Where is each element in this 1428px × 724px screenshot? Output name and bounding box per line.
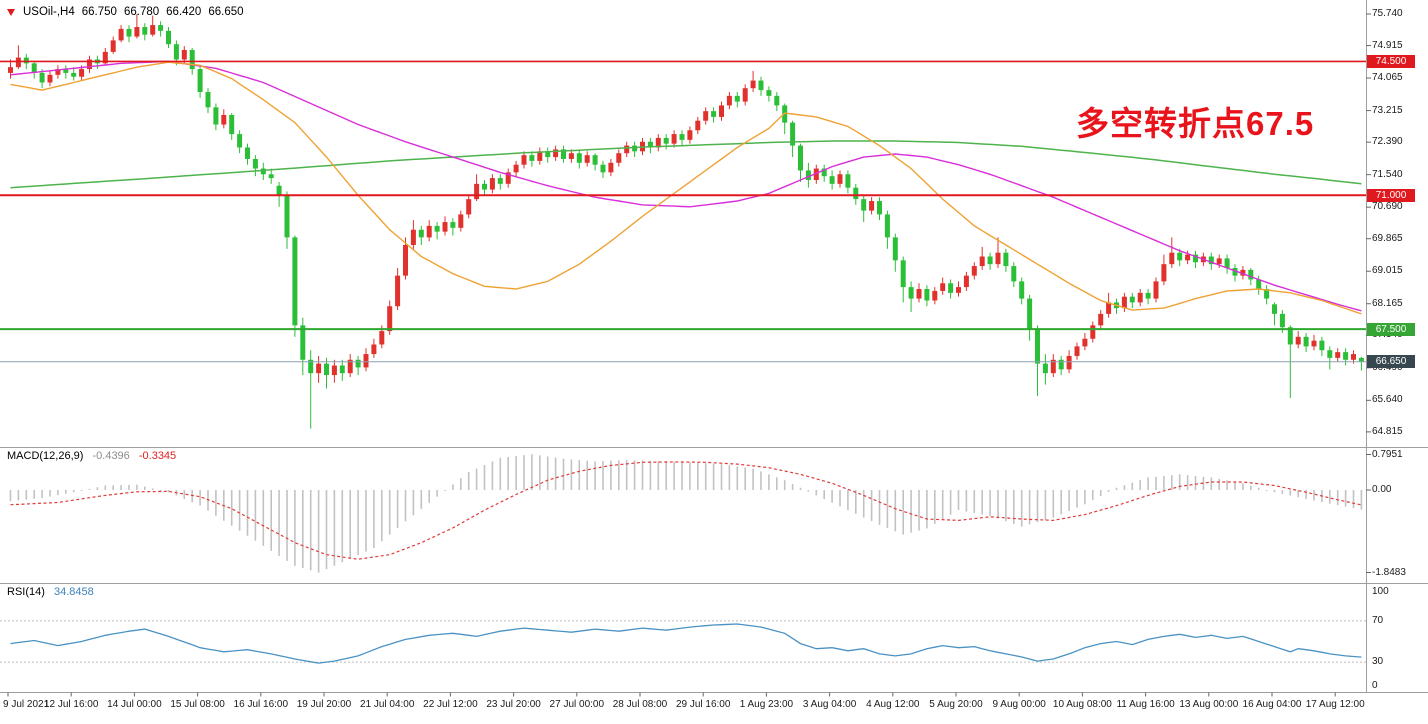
- time-tick-label: 27 Jul 00:00: [549, 699, 605, 710]
- chart-frame: [0, 0, 1428, 697]
- current-price-badge: 66.650: [1367, 355, 1415, 369]
- ohlc-high: 66.780: [123, 6, 160, 18]
- horizontal-levels-layer: [0, 60, 1366, 363]
- price-tick-label: 71.540: [1372, 168, 1403, 180]
- time-tick-label: 9 Jul 2021: [3, 699, 50, 710]
- rsi-title: RSI(14): [7, 586, 45, 598]
- time-tick-label: 16 Aug 04:00: [1242, 699, 1302, 710]
- price-level-badge: 67.500: [1367, 322, 1415, 336]
- time-tick-label: 5 Aug 20:00: [929, 699, 983, 710]
- price-tick-label: 69.865: [1372, 232, 1403, 244]
- time-tick-label: 1 Aug 23:00: [739, 699, 794, 710]
- ma_fast_orange-line: [10, 61, 1362, 315]
- macd-signal-line: [10, 461, 1362, 560]
- time-tick-label: 15 Jul 08:00: [170, 699, 225, 710]
- rsi-line: [10, 623, 1362, 664]
- price-tick-label: 65.640: [1372, 394, 1403, 406]
- time-tick-label: 11 Aug 16:00: [1116, 699, 1175, 710]
- price-tick-label: 72.390: [1372, 136, 1403, 148]
- ohlc-low: 66.420: [166, 6, 202, 18]
- macd-title: MACD(12,26,9): [7, 450, 84, 462]
- rsi-axis-label: 0: [1372, 680, 1378, 691]
- time-tick-label: 29 Jul 16:00: [675, 699, 731, 710]
- time-tick-label: 10 Aug 08:00: [1052, 699, 1112, 710]
- annotation-text: 多空转折点67.5: [1076, 105, 1315, 142]
- rsi-indicator-header: RSI(14) 34.8458: [7, 586, 94, 598]
- time-tick-label: 14 Jul 00:00: [107, 699, 162, 710]
- ma-lines-layer: [10, 60, 1362, 315]
- price-tick-label: 73.215: [1372, 104, 1403, 116]
- price-tick-label: 69.015: [1372, 265, 1403, 277]
- price-tick-label: 68.165: [1372, 297, 1403, 309]
- macd-indicator-header: MACD(12,26,9) -0.4396 -0.3345: [7, 450, 176, 462]
- time-tick-label: 13 Aug 00:00: [1179, 699, 1239, 710]
- macd-axis-label: 0.7951: [1372, 448, 1403, 460]
- rsi-panel-layer: [0, 620, 1366, 664]
- price-tick-label: 70.690: [1372, 201, 1403, 213]
- time-tick-label: 28 Jul 08:00: [612, 699, 668, 710]
- ohlc-close: 66.650: [208, 6, 244, 18]
- time-tick-label: 9 Aug 00:00: [992, 699, 1046, 710]
- time-tick-label: 4 Aug 12:00: [866, 699, 920, 710]
- ma_mid_magenta-line: [10, 60, 1362, 312]
- macd-axis-label: 0.00: [1372, 484, 1392, 495]
- ohlc-open: 66.750: [81, 6, 117, 18]
- candles-layer: [8, 14, 1364, 429]
- time-tick-label: 19 Jul 20:00: [296, 699, 352, 710]
- macd-panel-layer: [9, 454, 1363, 573]
- price-tick-label: 75.740: [1372, 8, 1403, 19]
- ma_slow_green-line: [10, 140, 1362, 189]
- price-tick-label: 74.915: [1372, 39, 1403, 51]
- time-tick-label: 21 Jul 04:00: [359, 699, 415, 710]
- symbol-period-label: USOil-,H4: [23, 6, 75, 18]
- rsi-value: 34.8458: [53, 586, 94, 598]
- time-tick-label: 22 Jul 12:00: [423, 699, 478, 710]
- rsi-axis-label: 30: [1372, 656, 1384, 668]
- time-tick-label: 17 Aug 12:00: [1305, 699, 1365, 710]
- rsi-axis-label: 100: [1372, 586, 1389, 597]
- time-tick-label: 23 Jul 20:00: [486, 699, 541, 710]
- rsi-axis-label: 70: [1372, 614, 1384, 626]
- time-tick-label: 16 Jul 16:00: [233, 699, 289, 710]
- macd-main-value: -0.4396: [92, 450, 130, 462]
- macd-axis-label: -1.8483: [1372, 566, 1406, 578]
- price-level-badge: 74.500: [1367, 54, 1415, 68]
- symbol-marker-icon: [7, 8, 15, 16]
- chart-symbol-header: USOil-,H4 66.750 66.780 66.420 66.650: [7, 6, 244, 18]
- time-tick-label: 12 Jul 16:00: [43, 699, 99, 710]
- macd-signal-value: -0.3345: [138, 450, 177, 462]
- time-tick-label: 3 Aug 04:00: [802, 699, 857, 710]
- price-tick-label: 64.815: [1372, 425, 1403, 437]
- price-level-badge: 71.000: [1367, 188, 1415, 202]
- price-tick-label: 74.065: [1372, 72, 1403, 84]
